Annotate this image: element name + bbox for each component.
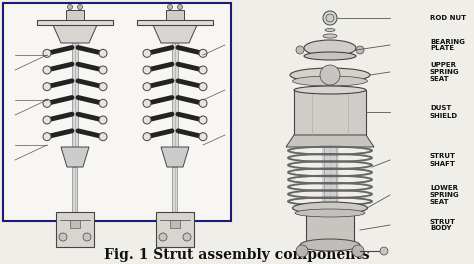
- Circle shape: [43, 66, 51, 74]
- FancyBboxPatch shape: [172, 40, 178, 160]
- Circle shape: [67, 4, 73, 10]
- Circle shape: [78, 4, 82, 10]
- Circle shape: [199, 99, 207, 107]
- Text: LOWER
SPRING
SEAT: LOWER SPRING SEAT: [430, 185, 460, 205]
- Polygon shape: [161, 147, 189, 167]
- Circle shape: [352, 245, 364, 257]
- Circle shape: [320, 65, 340, 85]
- Circle shape: [99, 133, 107, 141]
- Ellipse shape: [292, 76, 367, 86]
- Polygon shape: [153, 25, 197, 43]
- Text: BEARING
PLATE: BEARING PLATE: [430, 39, 465, 51]
- Circle shape: [380, 247, 388, 255]
- FancyBboxPatch shape: [156, 212, 194, 247]
- Text: Fig. 1 Strut assembly components: Fig. 1 Strut assembly components: [104, 248, 370, 262]
- Circle shape: [183, 233, 191, 241]
- Circle shape: [43, 133, 51, 141]
- Ellipse shape: [325, 29, 335, 31]
- Circle shape: [143, 83, 151, 91]
- Text: STRUT
BODY: STRUT BODY: [430, 219, 456, 232]
- FancyBboxPatch shape: [72, 40, 78, 160]
- FancyBboxPatch shape: [170, 220, 180, 228]
- Text: DUST
SHIELD: DUST SHIELD: [430, 106, 458, 119]
- Circle shape: [83, 233, 91, 241]
- Ellipse shape: [292, 202, 367, 214]
- Circle shape: [43, 83, 51, 91]
- Circle shape: [199, 116, 207, 124]
- Circle shape: [356, 46, 364, 54]
- Polygon shape: [53, 25, 97, 43]
- FancyBboxPatch shape: [3, 3, 231, 221]
- Circle shape: [43, 49, 51, 57]
- Circle shape: [99, 83, 107, 91]
- Ellipse shape: [294, 86, 366, 94]
- FancyBboxPatch shape: [56, 212, 94, 247]
- Text: ROD NUT: ROD NUT: [430, 15, 466, 21]
- Circle shape: [99, 116, 107, 124]
- Circle shape: [143, 49, 151, 57]
- Circle shape: [199, 133, 207, 141]
- Circle shape: [143, 66, 151, 74]
- Circle shape: [143, 116, 151, 124]
- Circle shape: [59, 233, 67, 241]
- FancyBboxPatch shape: [173, 167, 177, 212]
- Circle shape: [99, 66, 107, 74]
- Text: STRUT
SHAFT: STRUT SHAFT: [430, 153, 456, 167]
- Polygon shape: [286, 135, 374, 147]
- Circle shape: [167, 4, 173, 10]
- Ellipse shape: [295, 209, 365, 217]
- Ellipse shape: [300, 239, 360, 251]
- Circle shape: [143, 133, 151, 141]
- Ellipse shape: [304, 52, 356, 60]
- Ellipse shape: [304, 40, 356, 56]
- FancyBboxPatch shape: [294, 90, 366, 135]
- FancyBboxPatch shape: [235, 3, 471, 228]
- Circle shape: [326, 14, 334, 22]
- FancyBboxPatch shape: [70, 220, 80, 228]
- Circle shape: [99, 49, 107, 57]
- FancyBboxPatch shape: [306, 215, 354, 245]
- Circle shape: [43, 99, 51, 107]
- Circle shape: [99, 99, 107, 107]
- Circle shape: [43, 116, 51, 124]
- Circle shape: [199, 49, 207, 57]
- Circle shape: [199, 83, 207, 91]
- FancyBboxPatch shape: [37, 20, 113, 25]
- Text: UPPER
SPRING
SEAT: UPPER SPRING SEAT: [430, 62, 460, 82]
- FancyBboxPatch shape: [66, 10, 84, 20]
- Circle shape: [199, 66, 207, 74]
- Circle shape: [323, 11, 337, 25]
- Circle shape: [159, 233, 167, 241]
- Ellipse shape: [290, 68, 370, 82]
- Ellipse shape: [323, 34, 337, 38]
- FancyBboxPatch shape: [137, 20, 213, 25]
- FancyBboxPatch shape: [73, 167, 78, 212]
- Circle shape: [296, 46, 304, 54]
- Circle shape: [177, 4, 182, 10]
- Circle shape: [143, 99, 151, 107]
- Circle shape: [296, 245, 308, 257]
- FancyBboxPatch shape: [166, 10, 184, 20]
- Polygon shape: [61, 147, 89, 167]
